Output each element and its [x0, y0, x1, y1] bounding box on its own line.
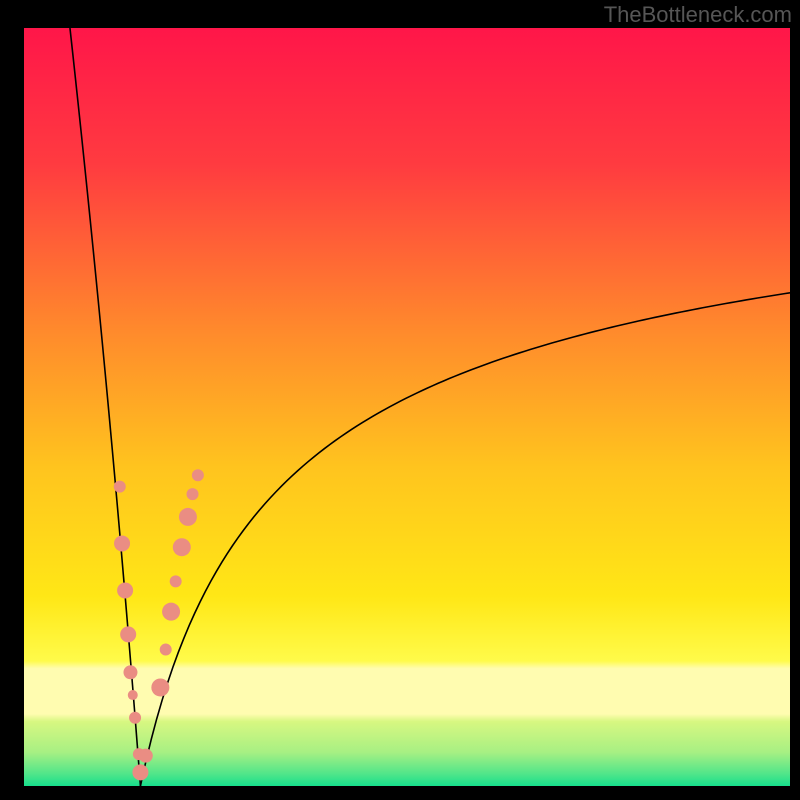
data-marker: [192, 469, 204, 481]
data-marker: [120, 626, 136, 642]
data-marker: [179, 508, 197, 526]
bottleneck-chart: [24, 28, 790, 786]
data-marker: [114, 481, 126, 493]
data-marker: [114, 535, 130, 551]
data-marker: [170, 575, 182, 587]
data-marker: [128, 690, 138, 700]
data-marker: [132, 764, 148, 780]
gradient-background: [24, 28, 790, 786]
data-marker: [123, 665, 137, 679]
data-marker: [139, 749, 153, 763]
data-marker: [151, 678, 169, 696]
data-marker: [187, 488, 199, 500]
data-marker: [173, 538, 191, 556]
chart-frame: TheBottleneck.com: [0, 0, 800, 800]
data-marker: [160, 644, 172, 656]
data-marker: [117, 582, 133, 598]
data-marker: [162, 603, 180, 621]
data-marker: [129, 712, 141, 724]
watermark-text: TheBottleneck.com: [604, 2, 792, 28]
